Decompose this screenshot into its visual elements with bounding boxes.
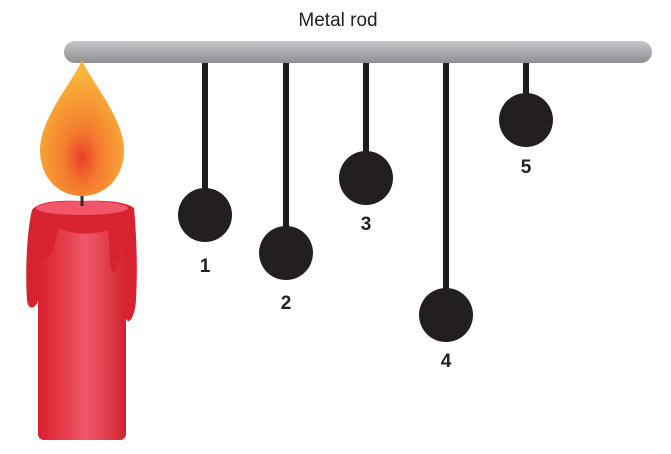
ball-2 <box>259 226 313 280</box>
ball-3 <box>339 151 393 205</box>
ball-label-2: 2 <box>281 293 292 314</box>
pendulum-balls <box>178 93 553 342</box>
ball-label-4: 4 <box>441 351 452 372</box>
ball-1 <box>178 188 232 242</box>
flame <box>40 60 124 196</box>
ball-label-5: 5 <box>521 157 532 178</box>
candle-drips <box>26 200 137 322</box>
rod-label: Metal rod <box>298 10 377 31</box>
candle-top <box>36 201 128 215</box>
candle <box>26 60 137 440</box>
candle-body <box>38 212 126 440</box>
ball-label-1: 1 <box>200 256 211 277</box>
pendulum-strings <box>202 52 529 290</box>
metal-rod <box>64 41 652 63</box>
ball-label-3: 3 <box>361 214 372 235</box>
ball-5 <box>499 93 553 147</box>
ball-4 <box>419 288 473 342</box>
